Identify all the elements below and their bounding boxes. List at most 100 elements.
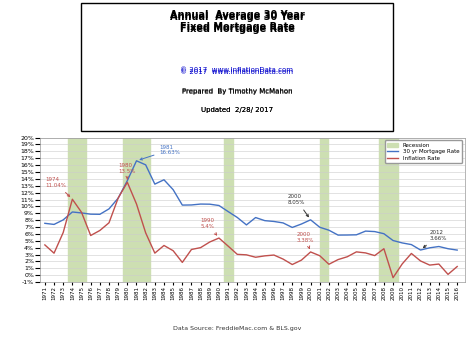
30 yr Mortgage Rate <box>42 221 48 225</box>
30 yr Mortgage Rate <box>125 179 130 183</box>
30 yr Mortgage Rate <box>436 245 442 249</box>
Inflation Rate <box>400 262 405 266</box>
30 yr Mortgage Rate <box>326 228 332 232</box>
30 yr Mortgage Rate <box>262 218 268 223</box>
30 yr Mortgage Rate <box>79 211 84 215</box>
Inflation Rate <box>290 262 295 267</box>
30 yr Mortgage Rate <box>418 248 423 252</box>
Inflation Rate <box>436 262 442 266</box>
30 yr Mortgage Rate <box>317 225 323 229</box>
Text: 2012
3.66%: 2012 3.66% <box>424 230 447 248</box>
30 yr Mortgage Rate <box>381 232 387 236</box>
Text: Prepared  By Timothy McMahon: Prepared By Timothy McMahon <box>182 89 292 95</box>
Text: 1990
5.4%: 1990 5.4% <box>201 218 217 235</box>
Inflation Rate <box>125 180 130 184</box>
Text: © 2017  www.InflationData.com: © 2017 www.InflationData.com <box>181 69 293 75</box>
30 yr Mortgage Rate <box>427 246 433 250</box>
30 yr Mortgage Rate <box>400 241 405 245</box>
30 yr Mortgage Rate <box>244 223 249 227</box>
30 yr Mortgage Rate <box>70 210 75 214</box>
30 yr Mortgage Rate <box>115 196 121 200</box>
Text: Annual  Average 30 Year
Fixed Mortgage Rate: Annual Average 30 Year Fixed Mortgage Ra… <box>170 10 304 32</box>
Text: 1974
11.04%: 1974 11.04% <box>45 177 70 196</box>
Inflation Rate <box>418 259 423 263</box>
Text: 1980
13.5%: 1980 13.5% <box>118 163 136 180</box>
Inflation Rate <box>390 276 396 280</box>
Inflation Rate <box>409 251 414 256</box>
Inflation Rate <box>317 254 323 258</box>
30 yr Mortgage Rate <box>60 218 66 222</box>
30 yr Mortgage Rate <box>180 203 185 207</box>
Bar <box>379 138 398 282</box>
30 yr Mortgage Rate <box>308 218 313 222</box>
Inflation Rate <box>134 202 139 206</box>
30 yr Mortgage Rate <box>372 229 378 234</box>
30 yr Mortgage Rate <box>354 233 359 237</box>
Inflation Rate <box>225 244 231 248</box>
Inflation Rate <box>161 244 167 248</box>
Inflation Rate <box>299 258 304 262</box>
30 yr Mortgage Rate <box>445 247 451 251</box>
30 yr Mortgage Rate <box>390 238 396 243</box>
Inflation Rate <box>280 257 286 261</box>
30 yr Mortgage Rate <box>455 248 460 252</box>
30 yr Mortgage Rate <box>207 202 213 206</box>
Inflation Rate <box>455 265 460 269</box>
Text: Updated  2/28/ 2017: Updated 2/28/ 2017 <box>201 107 273 112</box>
Inflation Rate <box>427 263 433 267</box>
Bar <box>68 138 86 282</box>
Inflation Rate <box>262 254 268 258</box>
Inflation Rate <box>70 197 75 201</box>
Text: Annual  Average 30 Year
Fixed Mortgage Rate: Annual Average 30 Year Fixed Mortgage Ra… <box>170 12 304 34</box>
Inflation Rate <box>97 228 103 233</box>
30 yr Mortgage Rate <box>134 159 139 163</box>
Text: Updated  2/28/ 2017: Updated 2/28/ 2017 <box>201 107 273 112</box>
30 yr Mortgage Rate <box>170 187 176 192</box>
Inflation Rate <box>60 230 66 235</box>
Line: 30 yr Mortgage Rate: 30 yr Mortgage Rate <box>45 161 457 250</box>
Inflation Rate <box>235 252 240 256</box>
Inflation Rate <box>216 236 222 240</box>
Inflation Rate <box>189 247 194 251</box>
Inflation Rate <box>51 251 57 255</box>
Inflation Rate <box>88 234 93 238</box>
30 yr Mortgage Rate <box>198 202 203 206</box>
Inflation Rate <box>445 272 451 277</box>
Inflation Rate <box>106 221 112 225</box>
Inflation Rate <box>170 249 176 253</box>
30 yr Mortgage Rate <box>235 215 240 219</box>
Inflation Rate <box>354 250 359 254</box>
Inflation Rate <box>244 253 249 257</box>
30 yr Mortgage Rate <box>51 222 57 226</box>
Text: 2000
3.38%: 2000 3.38% <box>297 232 314 248</box>
Inflation Rate <box>326 262 332 266</box>
30 yr Mortgage Rate <box>97 212 103 216</box>
Text: Prepared  By Timothy McMahon: Prepared By Timothy McMahon <box>182 88 292 94</box>
Inflation Rate <box>115 196 121 200</box>
30 yr Mortgage Rate <box>363 229 368 233</box>
Inflation Rate <box>152 251 158 255</box>
Inflation Rate <box>198 246 203 250</box>
30 yr Mortgage Rate <box>161 178 167 182</box>
Legend: Recession, 30 yr Mortgage Rate, Inflation Rate: Recession, 30 yr Mortgage Rate, Inflatio… <box>385 140 462 163</box>
30 yr Mortgage Rate <box>409 243 414 247</box>
30 yr Mortgage Rate <box>280 221 286 225</box>
Inflation Rate <box>363 251 368 255</box>
30 yr Mortgage Rate <box>290 225 295 229</box>
30 yr Mortgage Rate <box>216 203 222 207</box>
Text: Data Source: FreddieMac.com & BLS.gov: Data Source: FreddieMac.com & BLS.gov <box>173 326 301 331</box>
Bar <box>224 138 233 282</box>
30 yr Mortgage Rate <box>88 212 93 216</box>
Inflation Rate <box>372 254 378 258</box>
30 yr Mortgage Rate <box>143 163 148 167</box>
Text: © 2017  www.InflationData.com: © 2017 www.InflationData.com <box>181 67 293 73</box>
Inflation Rate <box>335 258 341 262</box>
Inflation Rate <box>308 250 313 254</box>
Bar <box>320 138 328 282</box>
30 yr Mortgage Rate <box>271 219 277 224</box>
Inflation Rate <box>79 210 84 214</box>
Inflation Rate <box>271 253 277 257</box>
30 yr Mortgage Rate <box>189 203 194 207</box>
Inflation Rate <box>42 243 48 247</box>
Inflation Rate <box>345 255 350 259</box>
